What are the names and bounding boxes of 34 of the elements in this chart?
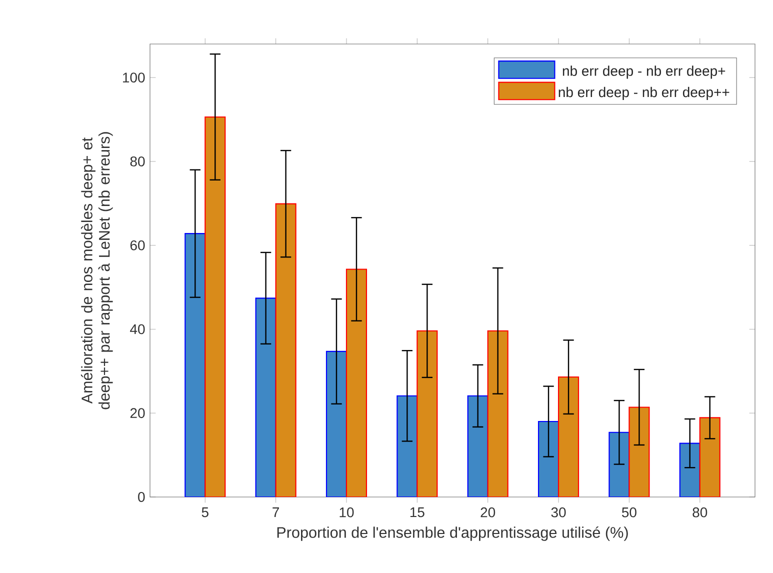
bar <box>396 395 418 497</box>
y-axis-title: Amélioration de nos modèles deep+ et deep++ par rapport à LeNet (nb erreurs) <box>80 132 113 410</box>
bar <box>538 420 560 497</box>
x-tick-label: 7 <box>272 507 279 518</box>
bar <box>346 268 368 497</box>
x-tick-label: 30 <box>551 507 566 518</box>
x-axis-title: Proportion de l'ensemble d'apprentissage utilisé (%) <box>277 526 628 541</box>
y-tick-label: 0 <box>138 492 145 502</box>
bar <box>487 330 508 497</box>
bar <box>699 417 720 497</box>
x-tick-label: 10 <box>340 507 354 518</box>
x-tick-label: 50 <box>622 507 636 518</box>
y-tick-label: 40 <box>130 324 145 334</box>
legend-label: nb err deep - nb err deep++ <box>558 86 730 100</box>
bar <box>608 432 630 497</box>
y-tick-label: 100 <box>123 72 145 83</box>
bar <box>679 442 700 497</box>
bar <box>467 395 488 497</box>
bar <box>628 406 650 497</box>
y-tick-label: 80 <box>130 156 145 166</box>
bar <box>204 116 226 497</box>
bar <box>558 376 580 497</box>
bar <box>184 233 206 497</box>
y-tick-label: 60 <box>130 240 145 250</box>
bar <box>275 203 296 497</box>
x-tick-label: 80 <box>692 507 708 518</box>
bar <box>416 330 438 497</box>
bar <box>255 298 276 497</box>
x-tick-label: 5 <box>202 507 208 518</box>
x-tick-label: 15 <box>410 507 424 518</box>
x-tick-label: 20 <box>480 507 496 518</box>
y-tick-label: 20 <box>130 408 145 418</box>
bar <box>326 350 348 497</box>
legend-label: nb err deep - nb err deep+ <box>562 66 726 79</box>
